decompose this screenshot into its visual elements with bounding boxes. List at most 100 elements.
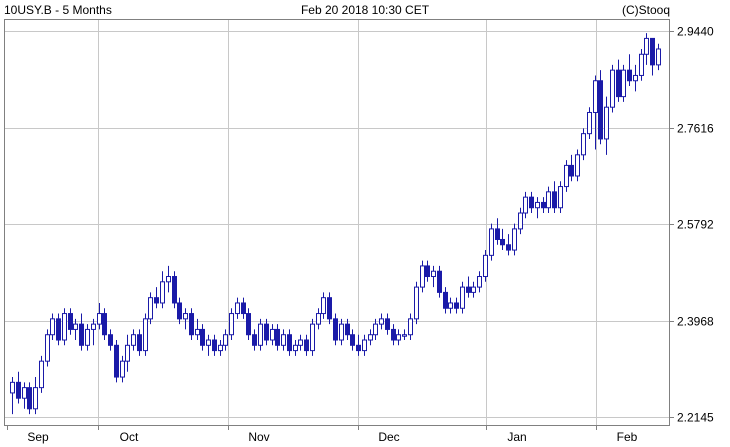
candle-body-up xyxy=(131,334,136,346)
x-tick-label: Feb xyxy=(617,430,638,444)
candle xyxy=(333,313,338,346)
candle-body-up xyxy=(62,313,67,341)
candle-body-down xyxy=(327,297,332,320)
candle-body-down xyxy=(287,334,292,352)
candle xyxy=(414,281,419,325)
candle xyxy=(114,340,119,383)
candle-body-up xyxy=(206,339,211,346)
x-tick-label: Dec xyxy=(378,430,399,444)
candle-body-down xyxy=(385,318,390,330)
candle xyxy=(108,329,113,351)
candle-body-up xyxy=(148,297,153,320)
candle xyxy=(16,371,21,404)
candle-body-down xyxy=(27,387,32,410)
candle xyxy=(293,340,298,356)
candle xyxy=(391,324,396,346)
candle-body-down xyxy=(177,302,182,320)
candle-body-up xyxy=(512,228,517,251)
candle-body-up xyxy=(535,201,540,209)
candle xyxy=(154,287,159,309)
candle xyxy=(310,318,315,356)
candle-body-down xyxy=(241,302,246,315)
candle xyxy=(575,149,580,182)
x-tick-label: Sep xyxy=(27,430,49,444)
candle-body-up xyxy=(183,313,188,320)
candle xyxy=(350,329,355,351)
candle xyxy=(356,334,361,356)
candle xyxy=(252,329,257,351)
candle xyxy=(137,329,142,356)
candle xyxy=(56,313,61,346)
candle xyxy=(281,329,286,351)
candle-body-down xyxy=(108,334,113,346)
chart-header-symbol: 10USY.B - 5 Months xyxy=(4,3,112,17)
candle-body-down xyxy=(137,334,142,352)
candle xyxy=(241,297,246,319)
candle xyxy=(523,191,528,219)
candle-body-up xyxy=(195,328,200,336)
candle-body-up xyxy=(523,196,528,214)
candle xyxy=(327,292,332,325)
candle xyxy=(235,297,240,319)
candle-body-down xyxy=(200,328,205,346)
candle-body-down xyxy=(356,344,361,352)
candle-body-up xyxy=(125,344,130,362)
candle xyxy=(362,334,367,356)
candle xyxy=(102,308,107,341)
y-tick-label: 2.3968 xyxy=(677,315,714,329)
candle-body-up xyxy=(558,186,563,209)
candle xyxy=(471,281,476,298)
candle xyxy=(627,54,632,87)
candle-body-down xyxy=(68,313,73,330)
candle xyxy=(564,160,569,192)
candles xyxy=(10,33,661,415)
candle xyxy=(489,223,494,261)
candle-body-down xyxy=(79,323,84,346)
candle xyxy=(477,271,482,293)
candle xyxy=(189,308,194,341)
candle xyxy=(62,308,67,346)
candle-body-up xyxy=(10,381,15,394)
x-tick-label: Jan xyxy=(507,430,526,444)
candle xyxy=(10,377,15,415)
candle-body-up xyxy=(639,53,644,76)
candle-body-up xyxy=(483,254,488,278)
candle xyxy=(420,260,425,293)
candle xyxy=(518,207,523,235)
candle-body-up xyxy=(373,323,378,336)
x-axis: Sep Oct Nov Dec Jan Feb xyxy=(7,426,638,444)
candle-body-up xyxy=(633,74,638,82)
candle-body-up xyxy=(39,360,44,389)
candle xyxy=(621,64,626,102)
candle-body-down xyxy=(189,313,194,336)
candle xyxy=(68,308,73,335)
candle-body-up xyxy=(420,265,425,288)
candle-body-up xyxy=(593,80,598,113)
candle-body-up xyxy=(321,297,326,315)
candle xyxy=(425,260,430,282)
candle xyxy=(408,313,413,341)
candle-body-down xyxy=(500,238,505,246)
candle xyxy=(454,297,459,314)
candle xyxy=(264,318,269,346)
candle-body-up xyxy=(610,69,615,108)
candle xyxy=(443,287,448,314)
candle xyxy=(512,223,517,256)
candle-body-down xyxy=(275,328,280,346)
candle-body-up xyxy=(45,334,50,362)
candle xyxy=(287,329,292,356)
candle-body-up xyxy=(477,276,482,288)
candle xyxy=(177,297,182,325)
y-tick-label: 2.7616 xyxy=(677,122,714,136)
candle xyxy=(97,302,102,330)
candle-body-up xyxy=(229,313,234,336)
candle-body-down xyxy=(391,328,396,341)
candle-body-up xyxy=(33,387,38,410)
candle-body-up xyxy=(281,334,286,346)
candle xyxy=(166,265,171,293)
chart-header-timestamp: Feb 20 2018 10:30 CET xyxy=(300,3,430,17)
candle-body-up xyxy=(414,286,419,320)
candle xyxy=(396,329,401,346)
plot-frame xyxy=(4,19,670,426)
candle xyxy=(246,308,251,341)
